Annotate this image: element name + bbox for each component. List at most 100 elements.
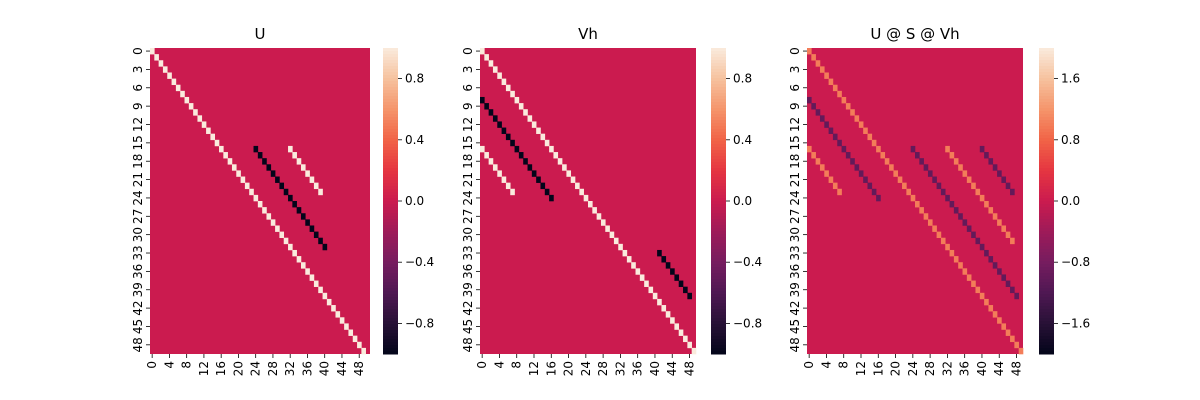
colorbar-segment xyxy=(1039,273,1054,277)
colorbar-segment xyxy=(1039,216,1054,220)
colorbar-segment xyxy=(711,246,726,250)
heatmap-cell xyxy=(962,268,968,275)
heatmap-cell xyxy=(893,170,899,177)
heatmap-cell xyxy=(1001,176,1007,183)
colorbar-segment xyxy=(1039,213,1054,217)
heatmap-cell xyxy=(305,170,310,177)
x-tick-label: 28 xyxy=(923,361,937,376)
heatmap-cell xyxy=(318,286,323,294)
heatmap-cell xyxy=(945,243,950,251)
colorbar-segment xyxy=(1039,180,1054,184)
heatmap-cell xyxy=(492,164,498,171)
colorbar-segment xyxy=(383,90,398,94)
heatmap-cell xyxy=(832,84,838,92)
heatmap-cell xyxy=(661,256,667,263)
colorbar-segment xyxy=(711,141,726,145)
heatmap-cell xyxy=(219,145,224,153)
y-tick-label: 21 xyxy=(788,172,802,187)
colorbar-segment xyxy=(383,132,398,136)
heatmap-cell xyxy=(240,176,246,183)
heatmap-cell xyxy=(1001,274,1007,281)
heatmap-cell xyxy=(837,188,842,196)
y-tick-label: 48 xyxy=(788,337,802,352)
colorbar-segment xyxy=(1039,231,1054,235)
colorbar-segment xyxy=(1039,156,1054,160)
y-tick-label: 9 xyxy=(461,102,475,110)
colorbar-segment xyxy=(383,114,398,118)
heatmap-cell xyxy=(884,158,890,165)
y-tick-label: 45 xyxy=(788,319,802,334)
heatmap-cell xyxy=(570,176,576,183)
heatmap-cell xyxy=(236,170,241,177)
panel-title: Vh xyxy=(578,25,598,43)
y-tick-label: 24 xyxy=(788,190,802,205)
heatmap-cell xyxy=(536,127,541,134)
heatmap-cell xyxy=(352,335,358,343)
heatmap-cell xyxy=(180,90,185,98)
y-tick-label: 48 xyxy=(131,337,145,352)
heatmap-cell xyxy=(613,237,619,245)
heatmap-cell xyxy=(510,90,515,98)
heatmap-cell xyxy=(949,249,955,257)
heatmap-cell xyxy=(932,176,937,183)
heatmap-cell xyxy=(687,341,692,349)
heatmap-cell xyxy=(997,317,1002,324)
colorbar-segment xyxy=(383,51,398,55)
heatmap-cell xyxy=(309,176,315,183)
heatmap-cell xyxy=(992,311,998,318)
heatmap-cell xyxy=(867,133,873,141)
heatmap-cell xyxy=(919,158,924,165)
colorbar-segment xyxy=(383,303,398,307)
y-tick-label: 36 xyxy=(131,264,145,279)
panel-title: U @ S @ Vh xyxy=(870,25,959,43)
heatmap-cell xyxy=(266,213,272,220)
colorbar-segment xyxy=(711,84,726,88)
heatmap-cell xyxy=(257,152,263,159)
heatmap-cell xyxy=(344,323,349,330)
y-tick-label: 24 xyxy=(461,190,475,205)
heatmap-cell xyxy=(309,225,315,232)
colorbar-segment xyxy=(1039,336,1054,340)
heatmap-cell xyxy=(837,139,842,147)
heatmap-cell xyxy=(488,109,494,116)
colorbar-segment xyxy=(711,156,726,160)
heatmap-cell xyxy=(326,298,332,306)
colorbar-segment xyxy=(711,210,726,214)
heatmap-cell xyxy=(940,188,946,196)
heatmap-cell xyxy=(1010,237,1015,245)
heatmap-cell xyxy=(488,158,494,165)
heatmap-cell xyxy=(988,158,994,165)
colorbar-segment xyxy=(1039,294,1054,298)
colorbar-segment xyxy=(383,102,398,106)
colorbar-segment xyxy=(711,117,726,121)
colorbar-segment xyxy=(711,207,726,211)
colorbar-segment xyxy=(383,309,398,313)
y-tick-label: 0 xyxy=(131,47,145,55)
heatmap-cell xyxy=(275,225,280,232)
y-tick-label: 15 xyxy=(461,135,475,150)
heatmap-cell xyxy=(544,188,550,196)
colorbar-tick-label: 0.8 xyxy=(733,72,752,86)
x-tick-label: 24 xyxy=(906,361,920,376)
heatmap-cell xyxy=(544,139,550,147)
colorbar-segment xyxy=(711,75,726,79)
colorbar-segment xyxy=(1039,129,1054,133)
heatmap-cell xyxy=(575,182,580,190)
colorbar-segment xyxy=(711,279,726,283)
heatmap-cell xyxy=(188,103,194,110)
colorbar-segment xyxy=(383,99,398,103)
heatmap-cell xyxy=(832,133,838,141)
colorbar-segment xyxy=(711,153,726,157)
colorbar-segment xyxy=(711,348,726,352)
heatmap-cell xyxy=(592,207,597,214)
heatmap-cell xyxy=(158,60,164,67)
heatmap-cell xyxy=(919,207,924,214)
colorbar-segment xyxy=(383,57,398,61)
heatmap-cell xyxy=(854,164,860,171)
colorbar-segment xyxy=(1039,171,1054,175)
colorbar-u: −0.8 −0.4 0.0 0.4 0.8 xyxy=(383,48,434,355)
colorbar-segment xyxy=(1039,108,1054,112)
colorbar-segment xyxy=(711,54,726,58)
colorbar-segment xyxy=(383,243,398,247)
